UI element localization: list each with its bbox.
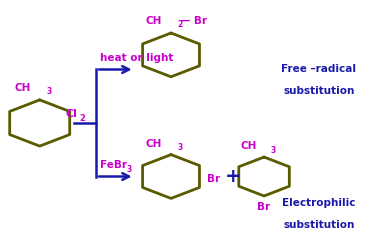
- Text: Cl: Cl: [65, 109, 77, 119]
- Text: CH: CH: [145, 138, 162, 149]
- Text: 2: 2: [80, 114, 86, 123]
- Text: CH: CH: [14, 83, 31, 92]
- Text: substitution: substitution: [283, 220, 354, 230]
- Text: FeBr: FeBr: [100, 160, 127, 170]
- Text: CH: CH: [240, 141, 257, 151]
- Text: 3: 3: [270, 146, 276, 155]
- Text: CH: CH: [145, 16, 162, 26]
- Text: — Br: — Br: [180, 16, 207, 26]
- Text: Electrophilic: Electrophilic: [282, 198, 355, 208]
- Text: substitution: substitution: [283, 86, 354, 96]
- Text: 3: 3: [178, 143, 183, 152]
- Text: Br: Br: [208, 174, 221, 184]
- Text: 2: 2: [178, 20, 183, 29]
- Text: Free –radical: Free –radical: [281, 64, 356, 75]
- Text: Br: Br: [258, 202, 270, 212]
- Text: +: +: [225, 167, 241, 186]
- Text: 3: 3: [46, 87, 52, 96]
- Text: heat or light: heat or light: [100, 53, 173, 63]
- Text: 3: 3: [126, 165, 131, 174]
